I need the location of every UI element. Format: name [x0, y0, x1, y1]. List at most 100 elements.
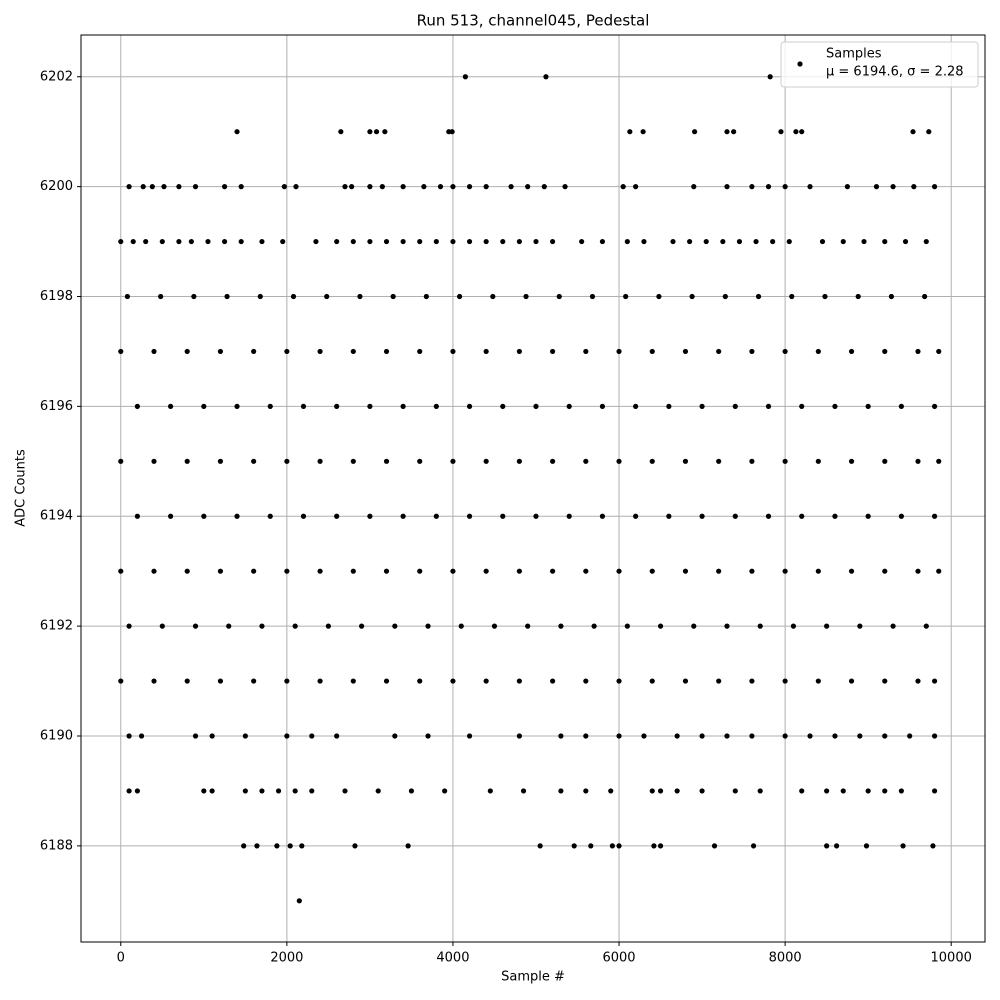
- point: [882, 238, 888, 245]
- point: [682, 568, 689, 574]
- point: [151, 568, 157, 574]
- point: [533, 238, 539, 245]
- point: [541, 184, 547, 190]
- point: [342, 184, 348, 190]
- point: [882, 678, 888, 684]
- point: [882, 458, 888, 464]
- point: [583, 348, 589, 355]
- point: [450, 238, 456, 245]
- point: [682, 678, 689, 684]
- point: [296, 898, 302, 904]
- point: [936, 568, 942, 574]
- point: [682, 458, 689, 464]
- point: [930, 843, 936, 849]
- point: [910, 129, 916, 135]
- point: [724, 733, 730, 739]
- point: [666, 513, 672, 519]
- point: [382, 129, 388, 135]
- point: [588, 843, 594, 849]
- point: [882, 733, 888, 739]
- point: [383, 348, 390, 355]
- point: [254, 843, 260, 849]
- point: [466, 184, 473, 190]
- point: [221, 184, 228, 190]
- point: [755, 293, 762, 300]
- point: [782, 568, 788, 574]
- point: [558, 733, 564, 739]
- point: [516, 458, 522, 464]
- x-tick-label: 2000: [270, 951, 303, 966]
- point: [649, 568, 655, 574]
- point: [456, 293, 463, 300]
- point: [280, 238, 286, 245]
- point: [267, 513, 273, 519]
- point: [450, 348, 456, 355]
- point: [732, 513, 738, 519]
- point: [583, 678, 589, 684]
- point: [350, 568, 356, 574]
- point: [392, 733, 398, 739]
- point: [583, 733, 589, 739]
- point: [134, 788, 140, 794]
- point: [375, 788, 381, 794]
- point: [205, 238, 211, 245]
- point: [251, 678, 257, 684]
- point: [491, 623, 498, 629]
- point: [176, 184, 182, 190]
- point: [450, 184, 456, 190]
- x-tick-label: 0: [117, 951, 125, 966]
- point: [516, 568, 522, 574]
- point: [749, 678, 755, 684]
- point: [192, 733, 199, 739]
- point: [275, 788, 282, 794]
- point: [857, 623, 863, 629]
- point: [367, 129, 373, 135]
- point: [118, 568, 124, 574]
- point: [888, 293, 895, 300]
- point: [400, 238, 406, 245]
- point: [670, 238, 676, 245]
- point: [134, 513, 140, 519]
- point: [799, 788, 805, 794]
- point: [483, 238, 489, 245]
- point: [400, 513, 406, 519]
- point: [417, 458, 423, 464]
- point: [753, 238, 759, 245]
- point: [126, 184, 132, 190]
- point: [209, 788, 215, 794]
- point: [556, 293, 562, 300]
- x-tick-label: 8000: [769, 951, 802, 966]
- point: [217, 458, 224, 464]
- point: [911, 184, 917, 190]
- point: [699, 513, 705, 519]
- point: [500, 513, 506, 519]
- x-tick-label: 6000: [602, 951, 635, 966]
- point: [549, 348, 556, 355]
- point: [159, 238, 165, 245]
- point: [865, 513, 871, 519]
- point: [317, 348, 323, 355]
- point: [466, 733, 473, 739]
- point: [731, 129, 737, 135]
- point: [865, 788, 871, 794]
- point: [724, 184, 730, 190]
- point: [616, 568, 622, 574]
- point: [749, 568, 755, 574]
- point: [931, 733, 938, 739]
- point: [822, 293, 828, 300]
- point: [390, 293, 396, 300]
- point: [640, 129, 646, 135]
- y-tick-label: 6198: [40, 289, 73, 304]
- point: [616, 348, 622, 355]
- point: [757, 788, 763, 794]
- point: [898, 513, 904, 519]
- point: [882, 348, 888, 355]
- point: [184, 568, 190, 574]
- point: [716, 568, 722, 574]
- point: [537, 843, 543, 849]
- point: [450, 678, 456, 684]
- point: [583, 788, 589, 794]
- point: [483, 348, 489, 355]
- point: [191, 293, 197, 300]
- point: [143, 238, 149, 245]
